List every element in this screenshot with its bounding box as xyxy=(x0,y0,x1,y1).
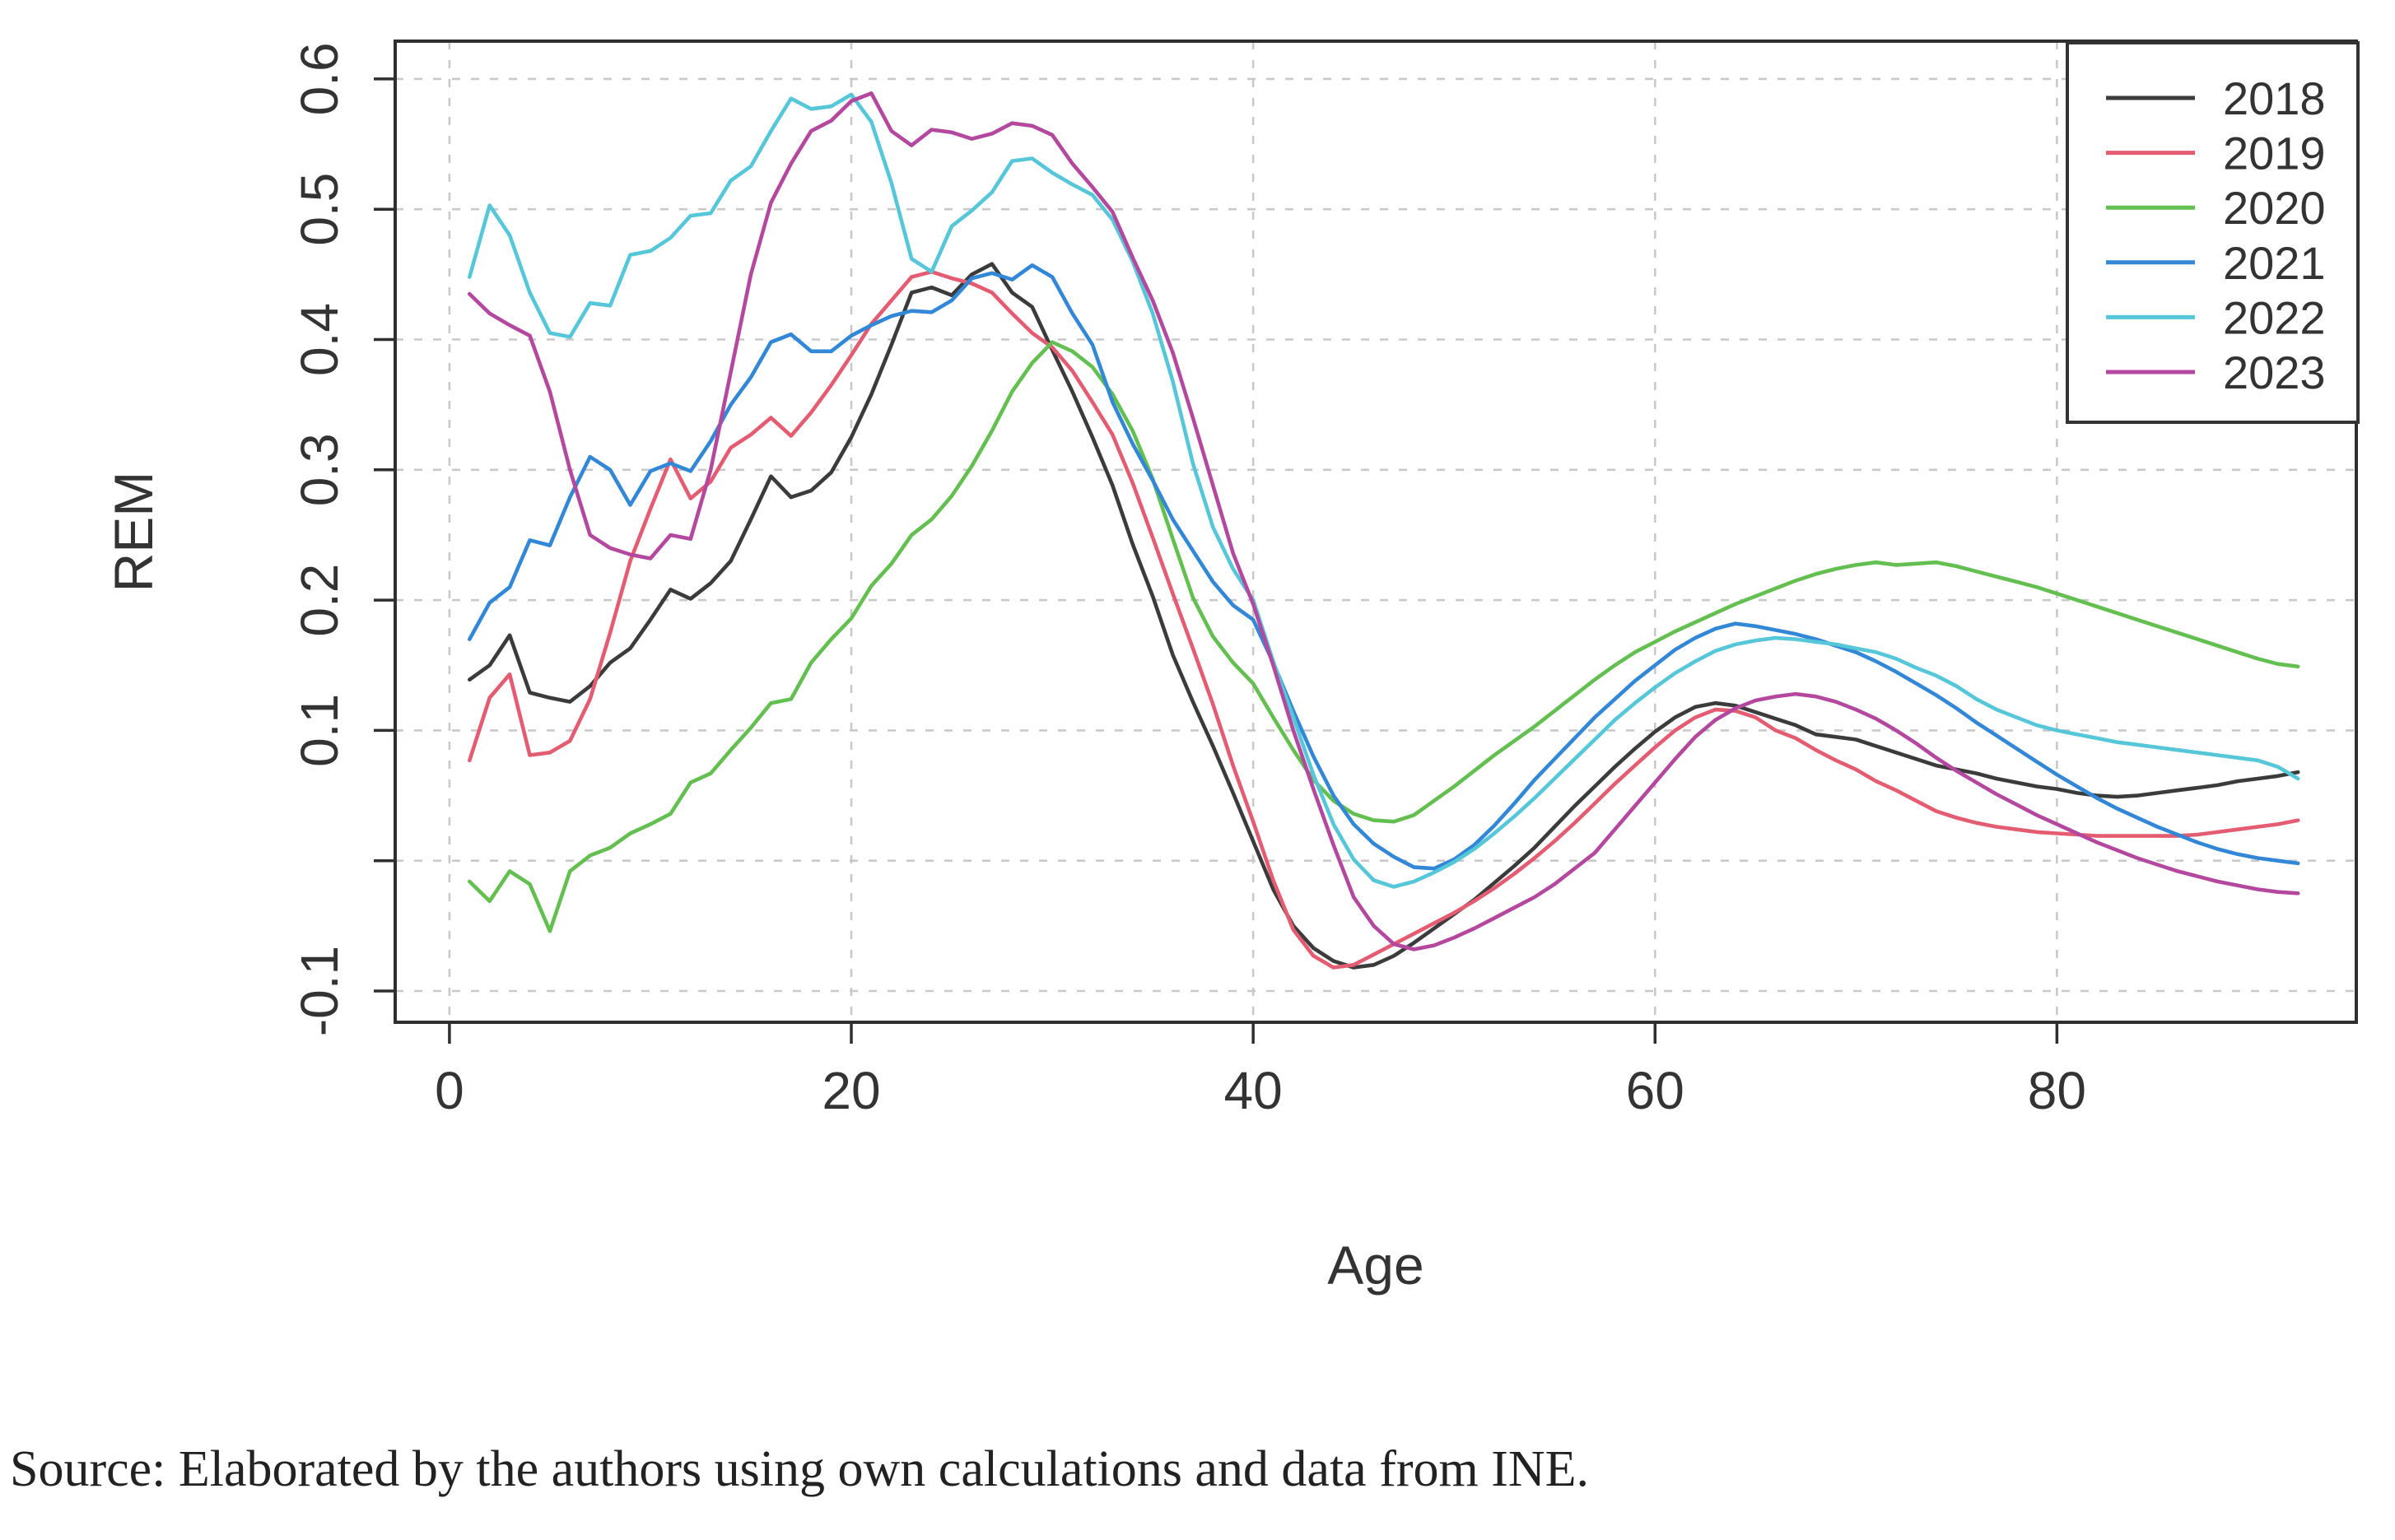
legend-item-2020: 2020 xyxy=(2106,182,2326,234)
series-line-2019 xyxy=(467,269,2300,970)
legend-label: 2018 xyxy=(2223,72,2326,124)
y-axis-label: REM xyxy=(103,472,164,593)
x-tick-label: 0 xyxy=(435,1061,464,1120)
source-note: Source: Elaborated by the authors using … xyxy=(10,1441,1589,1497)
y-tick-label: 0.3 xyxy=(290,433,349,506)
legend-item-2021: 2021 xyxy=(2106,237,2326,289)
gridlines xyxy=(395,41,2356,1022)
series-line-2023 xyxy=(467,91,2300,951)
data-series xyxy=(467,91,2300,970)
y-tick-label: 0.6 xyxy=(290,42,349,115)
axis-ticks: 0 20 40 60 80 0.6 0.5 0.4 0.3 0.2 0.1 -0.1 xyxy=(290,42,2086,1120)
legend-label: 2019 xyxy=(2223,128,2326,179)
y-tick-label: 0.1 xyxy=(290,694,349,767)
x-tick-label: 20 xyxy=(822,1061,880,1120)
x-tick-label: 80 xyxy=(2028,1061,2086,1120)
y-tick-label: -0.1 xyxy=(290,946,349,1036)
series-line-2022 xyxy=(467,92,2300,889)
series-line-2021 xyxy=(467,263,2300,871)
series-line-2018 xyxy=(467,262,2300,970)
plot-border xyxy=(394,40,2358,1024)
y-tick-label: 0.4 xyxy=(290,303,349,376)
series-line-2020 xyxy=(467,340,2300,933)
y-tick-label: 0.5 xyxy=(290,173,349,246)
legend-label: 2020 xyxy=(2223,182,2326,234)
legend-label: 2022 xyxy=(2223,291,2326,343)
legend-label: 2023 xyxy=(2223,347,2326,398)
y-tick-label: 0.2 xyxy=(290,564,349,637)
legend-item-2018: 2018 xyxy=(2106,72,2326,124)
x-tick-label: 40 xyxy=(1224,1061,1283,1120)
legend-item-2019: 2019 xyxy=(2106,128,2326,179)
legend-item-2023: 2023 xyxy=(2106,347,2326,398)
legend-item-2022: 2022 xyxy=(2106,291,2326,343)
plot-frame xyxy=(394,40,2358,1024)
legend-box xyxy=(2066,41,2360,424)
x-tick-label: 60 xyxy=(1626,1061,1684,1120)
legend-label: 2021 xyxy=(2223,237,2326,289)
x-axis-label: Age xyxy=(1327,1235,1423,1296)
